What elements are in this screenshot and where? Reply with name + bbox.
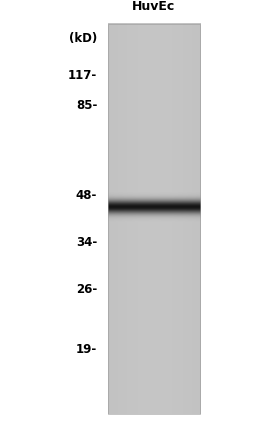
Text: 19-: 19- bbox=[76, 343, 97, 356]
Text: 117-: 117- bbox=[68, 69, 97, 82]
Text: 26-: 26- bbox=[76, 283, 97, 296]
Text: 34-: 34- bbox=[76, 236, 97, 249]
Text: (kD): (kD) bbox=[69, 32, 97, 45]
Text: 85-: 85- bbox=[76, 99, 97, 112]
Text: 48-: 48- bbox=[76, 189, 97, 202]
Text: HuvEc: HuvEc bbox=[132, 0, 175, 13]
